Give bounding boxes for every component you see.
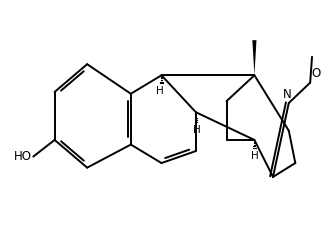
Text: H: H [156, 86, 164, 96]
Text: H: H [193, 125, 201, 135]
Text: N: N [283, 88, 292, 101]
Text: HO: HO [14, 150, 32, 163]
Polygon shape [252, 40, 257, 75]
Text: O: O [312, 67, 321, 80]
Text: H: H [251, 150, 258, 161]
